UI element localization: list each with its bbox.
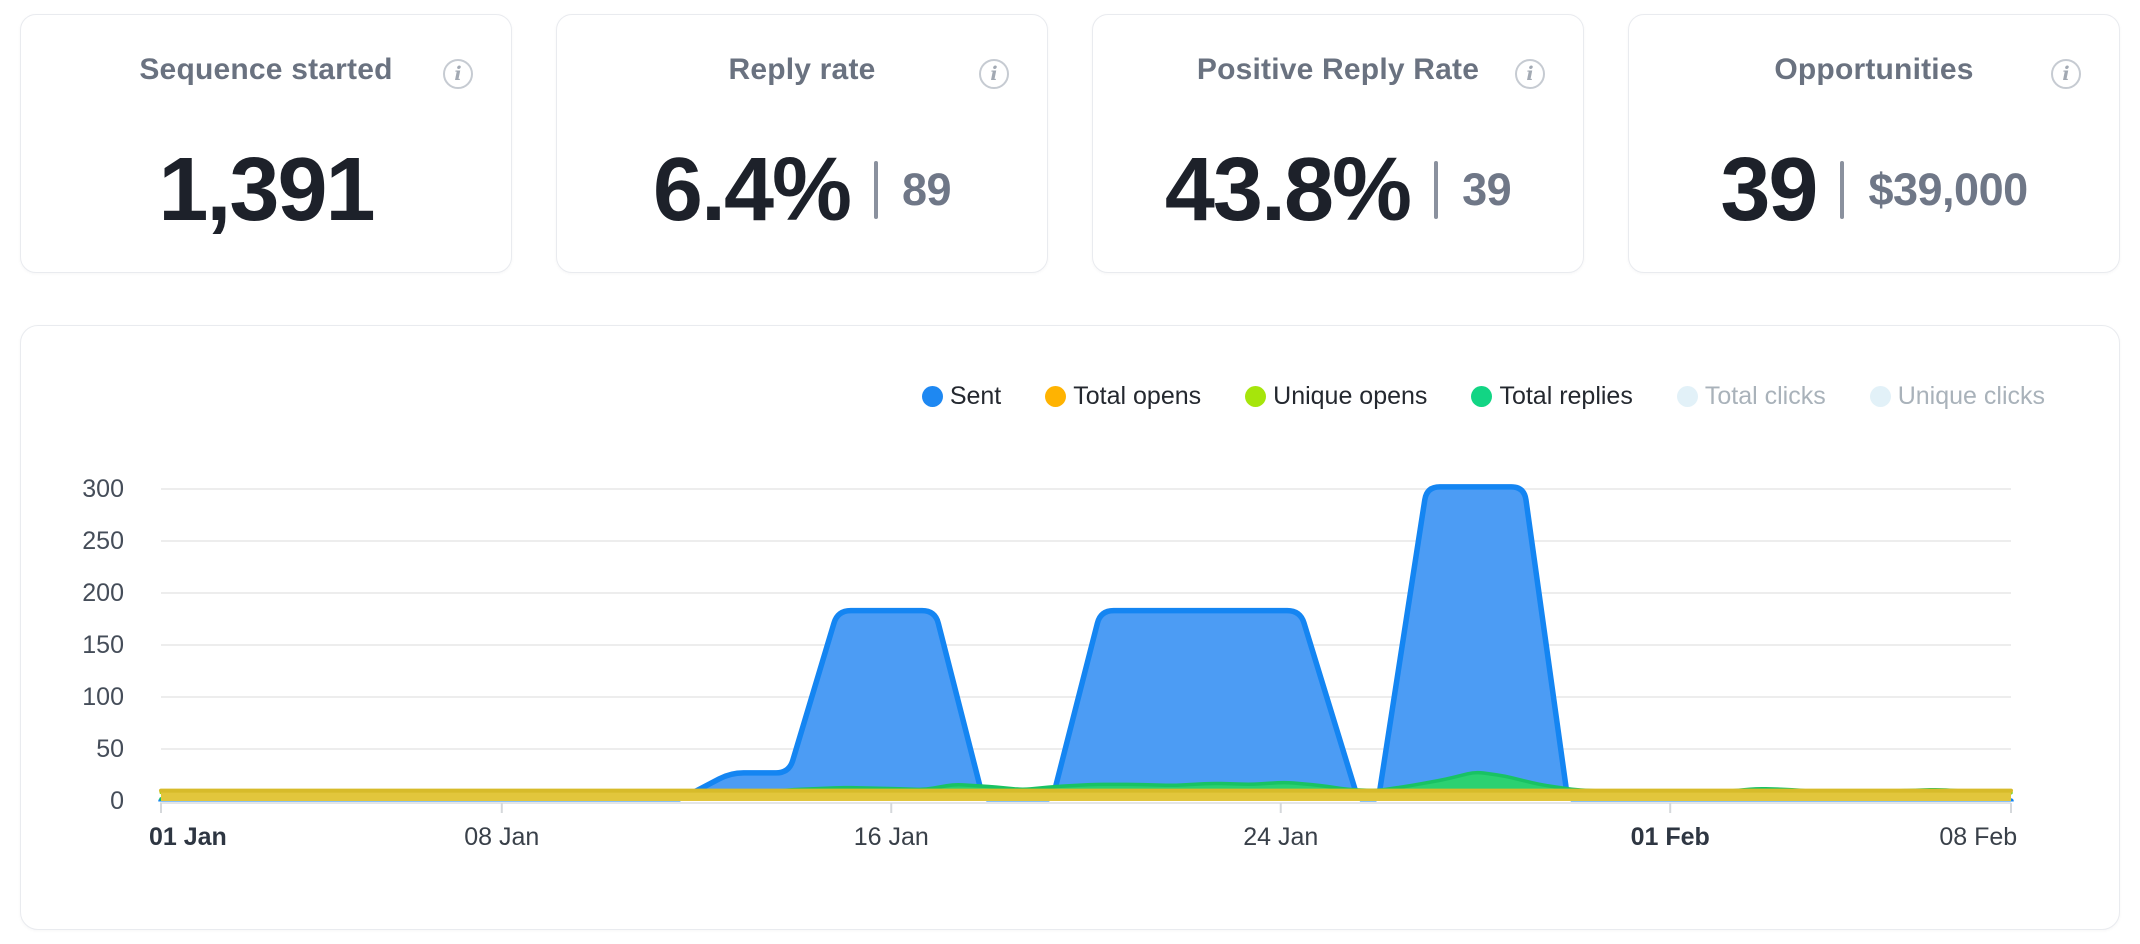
x-axis-label-24-jan: 24 Jan: [1243, 823, 1319, 851]
stat-title: Reply rate: [728, 53, 876, 86]
value-divider: [874, 161, 879, 219]
chart-card: Sent Total opens Unique opens Total replies…: [20, 325, 2120, 930]
chart-legend: Sent Total opens Unique opens Total replies…: [921, 382, 2045, 411]
y-axis-label: 200: [82, 579, 124, 607]
legend-dot-unique-clicks: [1869, 386, 1891, 407]
info-glyph: i: [1526, 63, 1534, 85]
stats-row: Sequence started i 1,391 Reply rate i 6.…: [20, 14, 2120, 273]
legend-item-total-clicks[interactable]: Total clicks: [1676, 382, 1826, 411]
stat-value: 6.4%: [652, 140, 852, 240]
series-area-total-opens: [161, 790, 2011, 801]
legend-label: Unique clicks: [1897, 382, 2045, 410]
chart-canvas: [158, 484, 2014, 813]
legend-label: Sent: [949, 382, 1002, 410]
legend-item-total-opens[interactable]: Total opens: [1045, 382, 1201, 411]
x-axis-label-16-jan: 16 Jan: [853, 823, 929, 851]
info-icon[interactable]: i: [1515, 59, 1545, 89]
stat-card-sequence-started: Sequence started i 1,391: [20, 14, 512, 273]
legend-item-total-replies[interactable]: Total replies: [1471, 382, 1633, 411]
stat-card-positive-reply-rate: Positive Reply Rate i 43.8% 39: [1092, 14, 1584, 273]
legend-dot-unique-opens: [1245, 386, 1267, 407]
stat-title: Opportunities: [1774, 53, 1974, 86]
legend-dot-total-opens: [1045, 386, 1067, 407]
legend-label: Unique opens: [1273, 382, 1428, 410]
legend-dot-total-clicks: [1676, 386, 1698, 407]
x-axis-label-08-feb: 08 Feb: [1939, 823, 2018, 851]
stat-value-row: 39 $39,000: [1629, 145, 2119, 235]
x-axis-label-01-jan: 01 Jan: [149, 823, 227, 851]
y-axis-label: 0: [110, 787, 124, 815]
stat-title: Positive Reply Rate: [1196, 53, 1480, 86]
value-divider: [1840, 161, 1845, 219]
legend-item-unique-opens[interactable]: Unique opens: [1245, 382, 1427, 411]
info-glyph: i: [990, 63, 998, 85]
info-glyph: i: [454, 63, 462, 85]
legend-label: Total replies: [1499, 382, 1633, 410]
legend-dot-sent: [921, 386, 943, 407]
stat-value: 43.8%: [1164, 140, 1412, 240]
info-glyph: i: [2062, 63, 2070, 85]
y-axis-label: 100: [82, 683, 124, 711]
stat-card-opportunities: Opportunities i 39 $39,000: [1628, 14, 2120, 273]
legend-item-unique-clicks[interactable]: Unique clicks: [1869, 382, 2045, 411]
info-icon[interactable]: i: [443, 59, 473, 89]
stat-value-row: 1,391: [21, 145, 511, 235]
stat-secondary-value: $39,000: [1868, 164, 2028, 215]
stat-card-reply-rate: Reply rate i 6.4% 89: [556, 14, 1048, 273]
stat-value: 39: [1720, 140, 1818, 240]
y-axis-label: 150: [82, 631, 124, 659]
stat-secondary-value: 39: [1462, 164, 1512, 215]
info-icon[interactable]: i: [2051, 59, 2081, 89]
x-axis-label-01-feb: 01 Feb: [1630, 823, 1710, 851]
y-axis-label: 50: [96, 735, 124, 763]
stat-value-row: 43.8% 39: [1093, 145, 1583, 235]
series-area-sent: [161, 486, 2011, 801]
stat-secondary-value: 89: [902, 164, 952, 215]
stat-title: Sequence started: [139, 53, 393, 86]
info-icon[interactable]: i: [979, 59, 1009, 89]
legend-dot-total-replies: [1471, 386, 1493, 407]
stat-value-row: 6.4% 89: [557, 145, 1047, 235]
y-axis-label: 250: [82, 527, 124, 555]
legend-label: Total opens: [1073, 382, 1202, 410]
stat-value: 1,391: [158, 140, 375, 240]
x-axis-label-08-jan: 08 Jan: [464, 823, 540, 851]
legend-label: Total clicks: [1704, 382, 1826, 410]
legend-item-sent[interactable]: Sent: [921, 382, 1002, 411]
value-divider: [1434, 161, 1439, 219]
y-axis-label: 300: [82, 475, 124, 503]
